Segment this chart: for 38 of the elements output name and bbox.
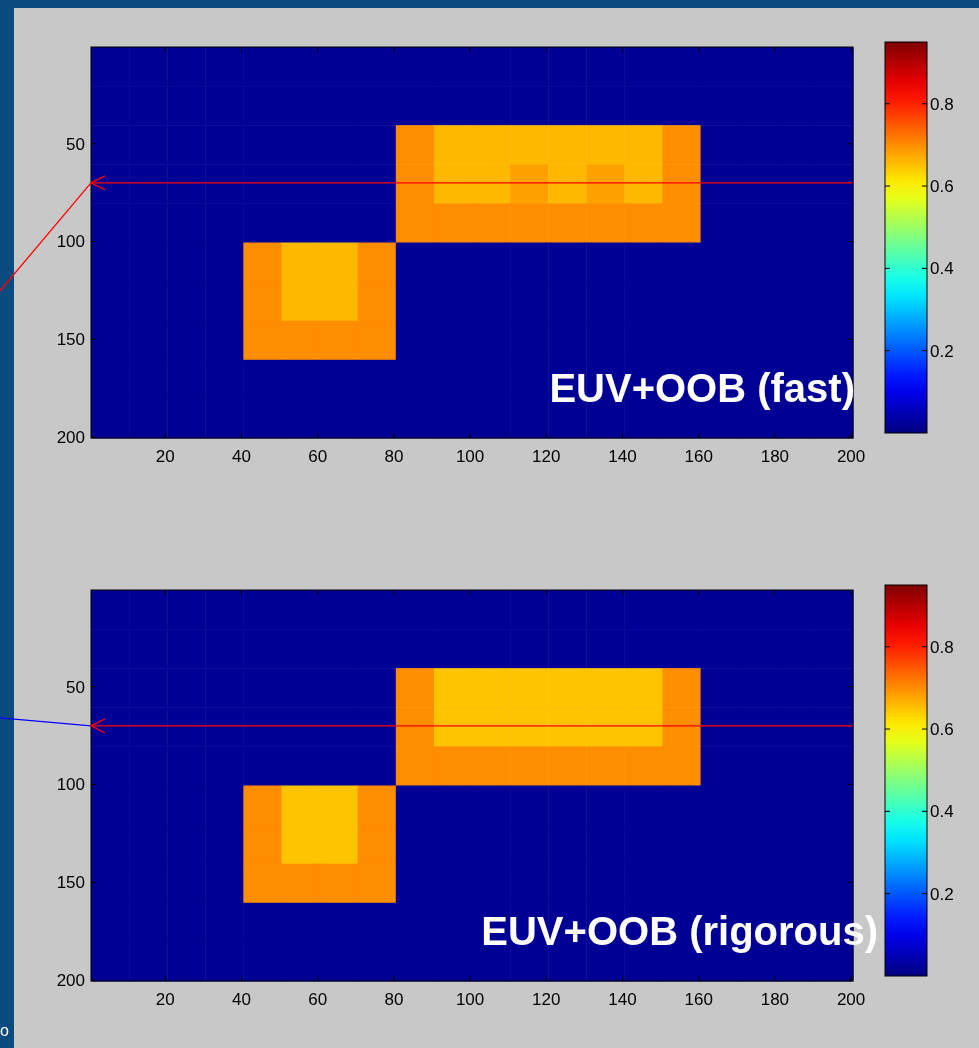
- color-bar-label: 0.6: [930, 720, 954, 739]
- x-tick-label: 20: [155, 447, 175, 466]
- x-tick-label: 80: [384, 447, 404, 466]
- x-tick-label: 40: [232, 447, 251, 466]
- x-tick-label: 60: [308, 990, 328, 1009]
- x-tick-label: 140: [608, 447, 637, 466]
- x-tick-label: 60: [308, 447, 328, 466]
- x-tick-label: 80: [384, 990, 404, 1009]
- y-tick-label: 100: [56, 775, 85, 795]
- x-tick-label: 140: [608, 990, 637, 1009]
- x-tick-label: 180: [760, 990, 790, 1009]
- color-bar-label: 0.6: [930, 177, 954, 196]
- x-tick-label: 200: [836, 447, 866, 466]
- color-bar-label: 0.2: [930, 884, 954, 904]
- x-tick-label: 200: [836, 990, 866, 1009]
- x-tick-label: 120: [532, 990, 561, 1009]
- y-tick-label: 100: [56, 232, 85, 252]
- x-tick-label: 160: [684, 447, 713, 466]
- x-tick-label: 40: [232, 990, 251, 1009]
- y-tick-label: 150: [56, 873, 85, 893]
- color-bar-label: 0.4: [930, 802, 954, 822]
- text: o: [0, 1022, 9, 1039]
- x-tick-label: 100: [455, 447, 485, 466]
- y-tick-label: 200: [56, 970, 85, 990]
- x-tick-label: 180: [760, 447, 790, 466]
- y-tick-label: 50: [66, 677, 85, 697]
- x-tick-label: 20: [155, 990, 175, 1009]
- y-tick-label: 200: [56, 427, 85, 447]
- color-bar-label: 0.8: [930, 637, 954, 657]
- color-bar-label: 0.8: [930, 94, 954, 114]
- y-tick-label: 150: [56, 330, 85, 350]
- x-tick-label: 100: [455, 990, 485, 1009]
- annotation: EUV+OOB (fast): [549, 366, 855, 410]
- y-tick-label: 50: [66, 134, 85, 154]
- x-tick-label: 160: [684, 990, 713, 1009]
- x-tick-label: 120: [532, 447, 561, 466]
- color-bar-label: 0.4: [930, 259, 954, 279]
- color-bar-label: 0.2: [930, 341, 954, 361]
